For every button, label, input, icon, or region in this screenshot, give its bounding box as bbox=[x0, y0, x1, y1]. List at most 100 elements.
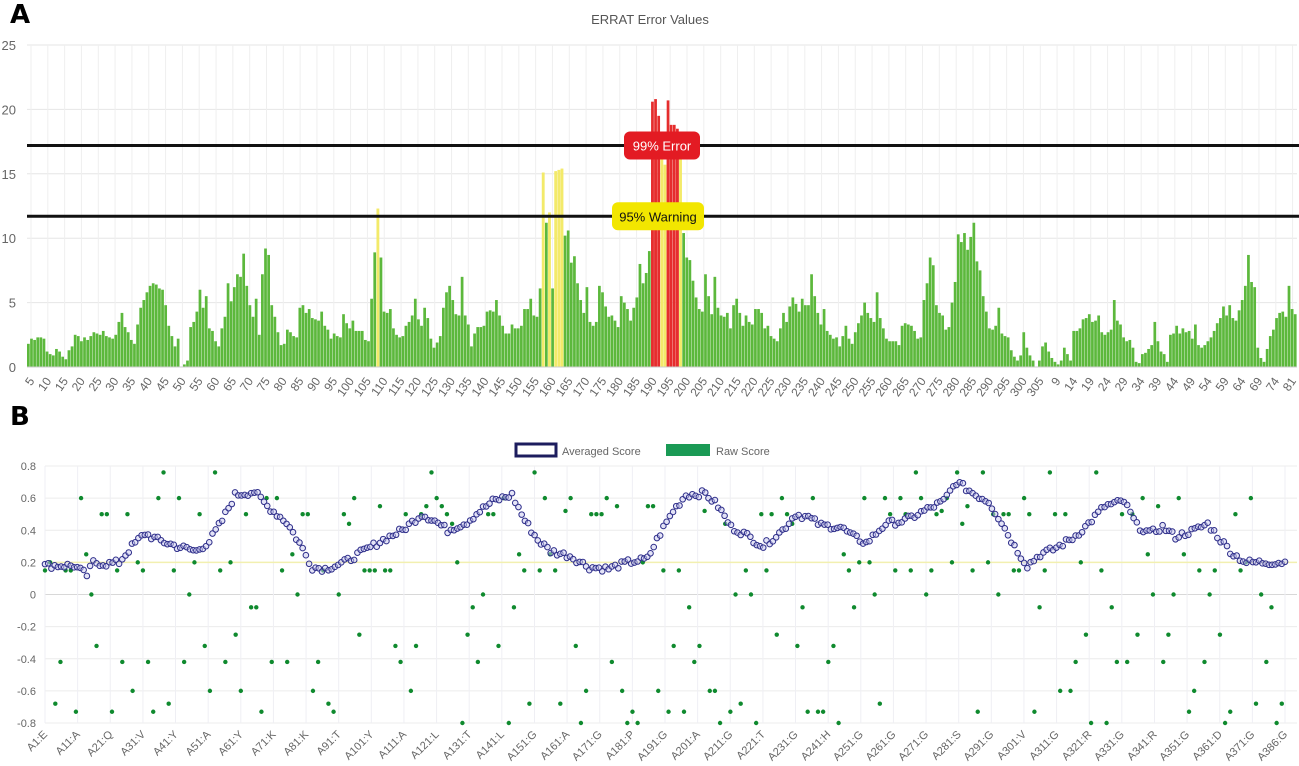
error-bar bbox=[941, 315, 944, 367]
error-bar bbox=[282, 343, 286, 367]
error-bar bbox=[142, 300, 146, 367]
error-bar bbox=[1047, 351, 1051, 367]
error-bar bbox=[928, 257, 932, 367]
error-bar bbox=[981, 296, 985, 367]
chart-a-title: ERRAT Error Values bbox=[591, 12, 709, 27]
x-tick-label: A211:G bbox=[701, 729, 735, 763]
error-bar bbox=[685, 257, 689, 367]
error-bar bbox=[1150, 345, 1154, 367]
error-bar bbox=[473, 333, 476, 367]
error-bar bbox=[45, 351, 49, 367]
error-bar bbox=[601, 292, 604, 367]
error-bar bbox=[997, 307, 1001, 367]
error-bar bbox=[647, 251, 651, 367]
error-bar bbox=[576, 283, 579, 367]
error-bar bbox=[953, 281, 957, 367]
error-bar bbox=[629, 320, 632, 367]
error-bar bbox=[1022, 332, 1026, 367]
error-bar bbox=[95, 333, 99, 367]
legend-label-averaged: Averaged Score bbox=[562, 446, 641, 458]
error-bar bbox=[825, 330, 829, 367]
error-bar bbox=[585, 287, 589, 367]
error-bar bbox=[1187, 330, 1191, 367]
error-bar bbox=[1247, 254, 1250, 367]
error-bar bbox=[410, 315, 414, 367]
error-bar bbox=[813, 296, 817, 367]
error-bar bbox=[420, 325, 423, 367]
error-bar bbox=[1222, 306, 1225, 367]
error-bar bbox=[1197, 345, 1200, 367]
error-bar bbox=[226, 283, 230, 367]
legend: Averaged Score Raw Score bbox=[514, 442, 770, 458]
error-bar bbox=[860, 315, 863, 367]
error-bar bbox=[1268, 336, 1272, 367]
error-bar bbox=[841, 336, 845, 367]
y-tick-label: -0.6 bbox=[17, 686, 36, 698]
x-tick-label: A151:G bbox=[505, 729, 540, 764]
panel-b-label: B bbox=[10, 402, 30, 432]
error-bar bbox=[273, 316, 277, 367]
error-bar bbox=[388, 309, 392, 367]
error-bar bbox=[626, 309, 629, 367]
error-bar bbox=[906, 324, 910, 367]
x-tick-label: A141:L bbox=[474, 729, 507, 762]
x-tick-label: A291:G bbox=[962, 729, 997, 764]
error-bar bbox=[364, 339, 367, 367]
x-tick-label: A301:V bbox=[995, 728, 1029, 762]
error-bar bbox=[916, 338, 920, 367]
error-bar bbox=[1225, 315, 1228, 367]
error-bar bbox=[245, 285, 249, 367]
error-bar bbox=[398, 337, 402, 367]
error-bar bbox=[401, 336, 405, 367]
error-bar bbox=[888, 341, 891, 367]
error-bar bbox=[1175, 325, 1179, 367]
error-bar bbox=[788, 306, 792, 367]
error-bar bbox=[1066, 354, 1069, 367]
error-bar bbox=[451, 300, 455, 367]
error-bar bbox=[725, 312, 729, 367]
error-bar bbox=[935, 305, 938, 367]
x-tick-label: A191:G bbox=[635, 729, 670, 764]
error-bar bbox=[1144, 352, 1147, 367]
error-bar bbox=[619, 296, 623, 367]
x-tick-label: A331:G bbox=[1092, 729, 1127, 764]
error-bar bbox=[317, 320, 320, 367]
error-bar bbox=[292, 336, 295, 367]
error-bar bbox=[582, 312, 586, 367]
error-bar bbox=[1209, 337, 1213, 367]
error-bar bbox=[476, 327, 480, 367]
error-bar bbox=[454, 314, 458, 367]
error-bar bbox=[697, 309, 701, 367]
error-bar bbox=[351, 320, 355, 367]
error-bar bbox=[117, 321, 121, 367]
error-bar bbox=[900, 325, 904, 367]
error-bar bbox=[544, 222, 548, 367]
error-bar bbox=[1009, 350, 1013, 367]
error-bar bbox=[1169, 334, 1172, 367]
error-bar bbox=[594, 321, 598, 367]
error-bar bbox=[1281, 311, 1285, 367]
error-bar bbox=[1100, 332, 1104, 367]
error-bar bbox=[323, 325, 327, 367]
x-tick-label: A111:A bbox=[376, 728, 409, 761]
error-bar bbox=[342, 314, 345, 367]
error-bar bbox=[261, 274, 264, 367]
error-bar bbox=[83, 337, 86, 367]
error-bar bbox=[445, 292, 448, 367]
error-bar bbox=[844, 325, 848, 367]
error-bar bbox=[423, 307, 427, 367]
error-bar bbox=[491, 311, 495, 367]
error-bar bbox=[345, 323, 349, 367]
error-bar bbox=[963, 233, 966, 367]
error-bar bbox=[1041, 346, 1044, 367]
error-bar bbox=[579, 300, 583, 367]
x-tick-label: A361:D bbox=[1190, 729, 1224, 763]
error-bar bbox=[754, 309, 757, 367]
error-bar bbox=[984, 311, 988, 367]
error-bar bbox=[460, 276, 464, 367]
error-bar bbox=[1038, 360, 1041, 367]
error-bar bbox=[1250, 281, 1253, 367]
error-bar bbox=[438, 336, 442, 367]
error-bar bbox=[944, 329, 948, 367]
x-tick-label: A41:Y bbox=[151, 728, 181, 758]
